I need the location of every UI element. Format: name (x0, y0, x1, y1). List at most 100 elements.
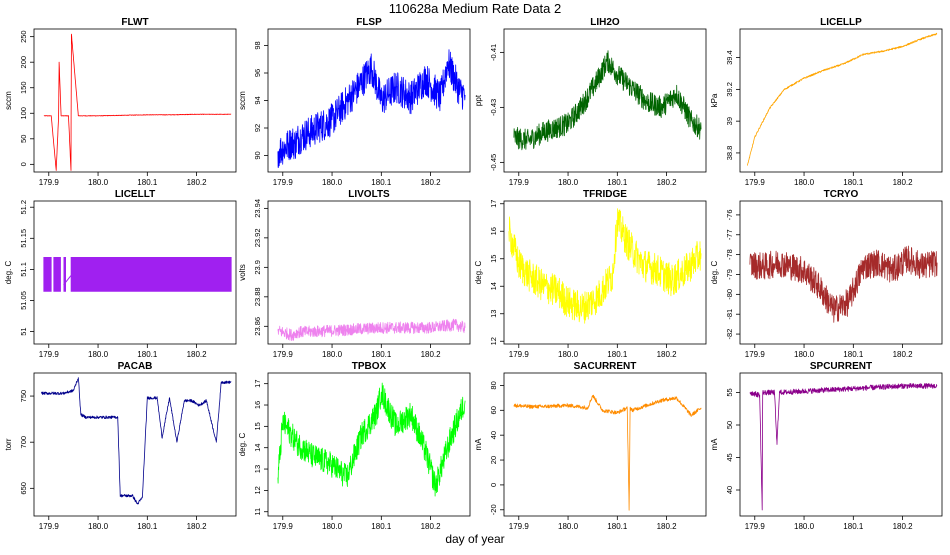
panel-frame-flwt (33, 28, 237, 173)
panel-title-lih2o: LIH2O (590, 17, 620, 28)
panel-title-flwt: FLWT (121, 17, 148, 28)
panel-ylabel-licellt: deg. C (4, 260, 13, 284)
ytick-label-flwt-200: 200 (19, 56, 28, 69)
panel-title-tfridge: TFRIDGE (583, 189, 627, 200)
xtick-label-spcurrent-180-2: 180.2 (893, 522, 914, 531)
ytick-label-licellp-39-2: 39.2 (725, 82, 734, 97)
xtick-label-pacab-180: 180.0 (88, 522, 109, 531)
ytick-label-tcryo--80: -80 (725, 289, 734, 300)
xtick-label-livolts-180-2: 180.2 (421, 350, 442, 359)
ytick-label-livolts-23-94: 23.94 (253, 199, 262, 218)
xtick-label-flwt-180-2: 180.2 (187, 178, 208, 187)
panel-title-pacab: PACAB (118, 361, 153, 372)
figure-xlabel: day of year (445, 532, 504, 546)
panel-ylabel-tfridge: deg. C (474, 260, 483, 284)
ytick-label-licellp-39-4: 39.4 (725, 50, 734, 65)
xtick-label-tpbox-180: 180.0 (322, 522, 343, 531)
panel-trace-lih2o (513, 50, 702, 151)
xtick-label-livolts-179-9: 179.9 (273, 350, 294, 359)
xtick-label-spcurrent-179-9: 179.9 (745, 522, 766, 531)
panel-pacab: PACAB torr 179.9 180.0 180.1 180.2 650 700 750 (4, 361, 237, 531)
xtick-label-lih2o-180: 180.0 (558, 178, 579, 187)
xtick-label-tfridge-180-1: 180.1 (607, 350, 628, 359)
panel-trace-tcryo (749, 245, 938, 323)
xtick-label-lih2o-180-2: 180.2 (657, 178, 678, 187)
panel-title-spcurrent: SPCURRENT (810, 361, 872, 372)
xtick-label-sacurrent-180-2: 180.2 (657, 522, 678, 531)
panel-trace-spcurrent (749, 383, 938, 511)
ytick-label-licellp-39: 39 (725, 117, 734, 125)
ytick-label-lih2o--0-45: -0.45 (489, 154, 498, 171)
panel-ylabel-flsp: sccm (238, 91, 247, 110)
xtick-label-pacab-180-1: 180.1 (137, 522, 158, 531)
ytick-label-tcryo--78: -78 (725, 249, 734, 260)
ytick-label-sacurrent-0: 0 (489, 483, 498, 487)
xtick-label-tcryo-180-2: 180.2 (893, 350, 914, 359)
xtick-label-licellt-180: 180.0 (88, 350, 109, 359)
ytick-label-tfridge-13: 13 (489, 310, 498, 318)
panel-frame-licellp (739, 28, 943, 173)
ytick-label-flsp-92: 92 (253, 124, 262, 132)
ytick-label-flwt-50: 50 (19, 135, 28, 143)
xtick-label-tcryo-179-9: 179.9 (745, 350, 766, 359)
ytick-label-livolts-23-9: 23.9 (253, 260, 262, 275)
ytick-label-spcurrent-55: 55 (725, 388, 734, 396)
ytick-label-licellt-51-2: 51.2 (19, 200, 28, 215)
panel-trace-flwt (43, 33, 232, 171)
panel-ylabel-livolts: volts (238, 264, 247, 280)
ytick-label-flsp-94: 94 (253, 96, 262, 104)
xtick-label-lih2o-179-9: 179.9 (509, 178, 530, 187)
panel-frame-pacab (33, 372, 237, 517)
ytick-label-flwt-100: 100 (19, 107, 28, 120)
panel-livolts: LIVOLTS volts 179.9 180.0 180.1 180.2 23.86 23.… (238, 189, 471, 359)
xtick-label-licellp-179-9: 179.9 (745, 178, 766, 187)
ytick-label-tfridge-12: 12 (489, 337, 498, 345)
xtick-label-tpbox-179-9: 179.9 (273, 522, 294, 531)
ytick-label-tfridge-16: 16 (489, 227, 498, 235)
panel-lih2o: LIH2O ppt 179.9 180.0 180.1 180.2 -0.45 -0.43 -0… (474, 17, 707, 187)
panel-sacurrent: SACURRENT mA 179.9 180.0 180.1 180.2 -20 0 20 40 6… (474, 361, 707, 531)
xtick-label-licellp-180-2: 180.2 (893, 178, 914, 187)
xtick-label-spcurrent-180: 180.0 (794, 522, 815, 531)
ytick-label-tpbox-17: 17 (253, 379, 262, 387)
figure-title: 110628a Medium Rate Data 2 (389, 1, 561, 16)
panel-trace-sacurrent (513, 394, 702, 511)
xtick-label-tfridge-180: 180.0 (558, 350, 579, 359)
ytick-label-pacab-750: 750 (19, 390, 28, 403)
panel-title-livolts: LIVOLTS (348, 189, 390, 200)
panel-flwt: FLWT sccm 179.9 180.0 180.1 180.2 0 50 100 150 200… (4, 17, 237, 187)
ytick-label-tfridge-14: 14 (489, 282, 498, 290)
ytick-label-spcurrent-45: 45 (725, 453, 734, 461)
ytick-label-sacurrent-20: 20 (489, 456, 498, 464)
ytick-label-tpbox-16: 16 (253, 401, 262, 409)
panel-trace-licellt (43, 257, 232, 292)
panel-tpbox: TPBOX deg. C 179.9 180.0 180.1 180.2 11 12 13 14 1… (238, 361, 471, 531)
ytick-label-sacurrent--20: -20 (489, 504, 498, 515)
xtick-label-spcurrent-180-1: 180.1 (843, 522, 864, 531)
panel-tcryo: TCRYO deg. C 179.9 180.0 180.1 180.2 -82 -81 -80… (710, 189, 943, 359)
ytick-label-pacab-650: 650 (19, 482, 28, 495)
panel-ylabel-lih2o: ppt (474, 94, 483, 106)
xtick-label-licellt-179-9: 179.9 (39, 350, 60, 359)
xtick-label-tcryo-180: 180.0 (794, 350, 815, 359)
ytick-label-lih2o--0-41: -0.41 (489, 44, 498, 61)
ytick-label-tfridge-17: 17 (489, 200, 498, 208)
ytick-label-flwt-250: 250 (19, 30, 28, 43)
ytick-label-sacurrent-60: 60 (489, 406, 498, 414)
xtick-label-tpbox-180-2: 180.2 (421, 522, 442, 531)
panel-title-sacurrent: SACURRENT (574, 361, 637, 372)
panel-frame-lih2o (503, 28, 707, 173)
panel-frame-livolts (267, 200, 471, 345)
xtick-label-flsp-179-9: 179.9 (273, 178, 294, 187)
ytick-label-tpbox-13: 13 (253, 465, 262, 473)
ytick-label-tpbox-14: 14 (253, 444, 262, 452)
panel-licellp: LICELLP kPa 179.9 180.0 180.1 180.2 38.8 39 39.2… (710, 17, 943, 187)
xtick-label-sacurrent-179-9: 179.9 (509, 522, 530, 531)
panel-tfridge: TFRIDGE deg. C 179.9 180.0 180.1 180.2 12 13 14 1… (474, 189, 707, 359)
xtick-label-pacab-179-9: 179.9 (39, 522, 60, 531)
panel-frame-sacurrent (503, 372, 707, 517)
ytick-label-licellt-51-15: 51.15 (19, 229, 28, 248)
xtick-label-licellp-180: 180.0 (794, 178, 815, 187)
ytick-label-tfridge-15: 15 (489, 255, 498, 263)
